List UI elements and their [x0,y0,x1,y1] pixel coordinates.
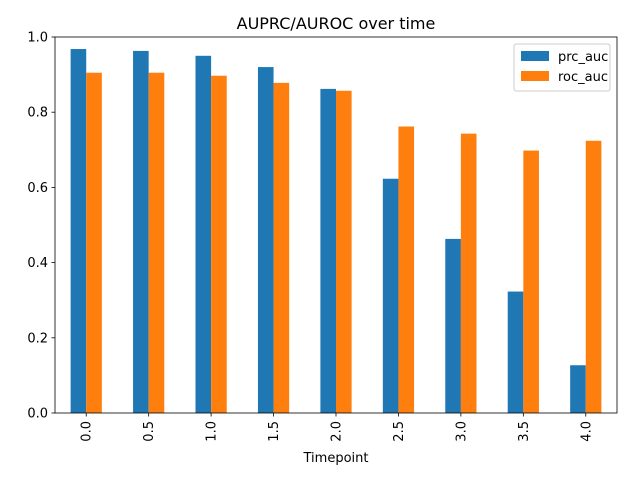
bar-roc_auc-0_0 [86,72,102,413]
y-tick-label: 0.2 [27,331,48,346]
y-tick-label: 1.0 [27,31,48,46]
x-tick-label: 1.5 [267,421,282,442]
x-tick-label: 2.0 [330,421,345,442]
y-tick-label: 0.4 [27,256,48,271]
bar-roc_auc-1_5 [273,82,290,413]
y-tick-label: 0.6 [27,181,48,196]
legend: prc_auc roc_auc [513,43,611,92]
legend-label-roc_auc: roc_auc [558,70,608,85]
x-tick-label: 3.5 [517,421,532,442]
x-tick-label: 0.5 [142,421,157,442]
axes-group: 0.0 0.2 0.4 0.6 0.8 1.0 0.0 0.5 1.0 1.5 2.0 2.5 3.0 3… [27,31,618,442]
x-tick-label: 2.5 [392,421,407,442]
bar-roc_auc-4_0 [585,140,602,413]
x-tick-label: 0.0 [80,421,95,442]
bar-prc_auc-1_0 [195,55,212,414]
bar-roc_auc-2_5 [398,126,415,413]
x-tick-label: 1.0 [205,421,220,442]
legend-swatch-roc_auc [521,71,549,81]
x-axis-label: Timepoint [303,451,369,466]
y-tick-label: 0.0 [27,407,48,422]
x-tick-label: 3.0 [454,421,469,442]
bar-prc_auc-0_0 [70,49,87,413]
chart-title: AUPRC/AUROC over time [237,14,436,33]
legend-swatch-prc_auc [521,51,549,61]
bar-roc_auc-1_0 [211,75,227,413]
bar-prc_auc-1_5 [257,67,274,413]
bar-prc_auc-2_5 [382,178,399,413]
x-tick-label: 4.0 [579,421,594,442]
bar-prc_auc-4_0 [570,365,586,413]
bar-roc_auc-3_0 [460,133,477,413]
bar-prc_auc-0_5 [133,50,149,414]
bar-prc_auc-3_5 [507,291,524,413]
bar-prc_auc-3_0 [445,238,461,413]
bars-group [70,49,602,414]
bar-prc_auc-2_0 [320,88,336,413]
bar-roc_auc-0_5 [148,72,165,413]
bar-roc_auc-2_0 [336,90,352,413]
bar-roc_auc-3_5 [523,150,539,413]
legend-label-prc_auc: prc_auc [558,50,608,65]
y-tick-label: 0.8 [27,106,48,121]
